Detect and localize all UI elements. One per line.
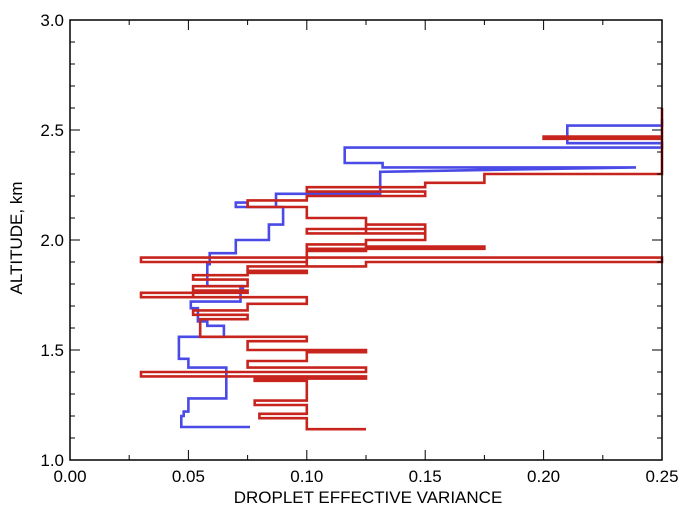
x-tick-label: 0.20 [527, 467, 560, 486]
x-tick-label: 0.25 [645, 467, 678, 486]
y-tick-label: 2.5 [40, 121, 64, 140]
series-line-1 [177, 119, 664, 429]
y-tick-label: 3.0 [40, 11, 64, 30]
series-layer [139, 108, 664, 431]
x-tick-label: 0.05 [172, 467, 205, 486]
y-tick-label: 1.5 [40, 341, 64, 360]
y-axis-label: ALTITUDE, km [7, 181, 26, 294]
x-tick-label: 0.15 [409, 467, 442, 486]
x-tick-label: 0.00 [53, 467, 86, 486]
x-axis-label: DROPLET EFFECTIVE VARIANCE [234, 488, 503, 507]
tick-layer: 0.00 0.05 0.10 0.15 0.20 0.25 1.0 1.5 2.0 2.5 3.0 [40, 11, 678, 486]
series-line-2 [139, 108, 664, 431]
x-tick-label: 0.10 [290, 467, 323, 486]
y-tick-label: 1.0 [40, 451, 64, 470]
y-tick-label: 2.0 [40, 231, 64, 250]
